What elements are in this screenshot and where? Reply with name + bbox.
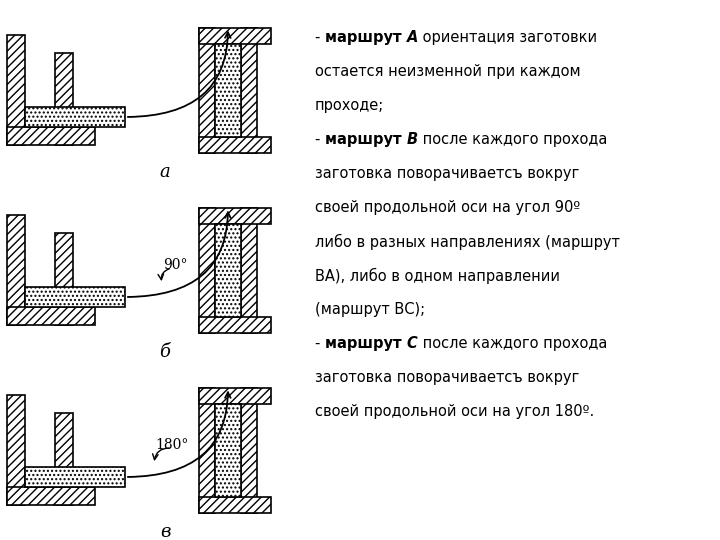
Bar bbox=[25, 467, 125, 487]
Text: С: С bbox=[407, 336, 418, 351]
Text: В: В bbox=[407, 132, 418, 147]
Text: а: а bbox=[160, 163, 171, 181]
Bar bbox=[241, 207, 257, 333]
Bar bbox=[199, 388, 215, 512]
Bar bbox=[215, 224, 241, 316]
Bar bbox=[199, 207, 215, 333]
Bar bbox=[199, 496, 271, 512]
Bar bbox=[7, 215, 25, 325]
Text: -: - bbox=[315, 132, 325, 147]
Text: своей продольной оси на угол 90º: своей продольной оси на угол 90º bbox=[315, 200, 580, 215]
Bar bbox=[241, 388, 257, 512]
Text: ВА), либо в одном направлении: ВА), либо в одном направлении bbox=[315, 268, 560, 284]
Text: 90°: 90° bbox=[163, 258, 187, 272]
Text: -: - bbox=[315, 336, 325, 351]
Bar bbox=[7, 307, 95, 325]
Bar bbox=[199, 28, 215, 152]
Text: заготовка поворачиваетсъ вокруг: заготовка поворачиваетсъ вокруг bbox=[315, 166, 580, 181]
Bar bbox=[215, 44, 241, 137]
Bar bbox=[7, 395, 25, 505]
Text: после каждого прохода: после каждого прохода bbox=[418, 132, 607, 147]
Bar bbox=[199, 388, 271, 403]
Bar bbox=[7, 487, 95, 505]
Text: своей продольной оси на угол 180º.: своей продольной оси на угол 180º. bbox=[315, 404, 594, 419]
Text: А: А bbox=[407, 30, 418, 45]
Text: либо в разных направлениях (маршрут: либо в разных направлениях (маршрут bbox=[315, 234, 620, 250]
Bar bbox=[199, 137, 271, 152]
Text: после каждого прохода: после каждого прохода bbox=[418, 336, 607, 351]
Text: маршрут: маршрут bbox=[325, 336, 407, 351]
Text: в: в bbox=[160, 523, 170, 540]
Text: (маршрут ВС);: (маршрут ВС); bbox=[315, 302, 425, 317]
Text: 180°: 180° bbox=[155, 438, 189, 452]
Text: остается неизменной при каждом: остается неизменной при каждом bbox=[315, 64, 580, 79]
Bar bbox=[199, 316, 271, 333]
Text: маршрут: маршрут bbox=[325, 132, 407, 147]
Text: б: б bbox=[160, 343, 171, 361]
Bar bbox=[7, 127, 95, 145]
Bar bbox=[25, 287, 125, 307]
Text: ориентация заготовки: ориентация заготовки bbox=[418, 30, 598, 45]
Bar bbox=[199, 207, 271, 224]
Bar bbox=[241, 28, 257, 152]
Bar bbox=[215, 403, 241, 496]
Bar bbox=[199, 28, 271, 44]
Text: заготовка поворачиваетсъ вокруг: заготовка поворачиваетсъ вокруг bbox=[315, 370, 580, 385]
Bar bbox=[55, 233, 73, 325]
Bar bbox=[7, 35, 25, 145]
Text: проходе;: проходе; bbox=[315, 98, 384, 113]
Text: -: - bbox=[315, 30, 325, 45]
Bar bbox=[55, 53, 73, 145]
Bar bbox=[55, 413, 73, 505]
Bar bbox=[25, 107, 125, 127]
Text: маршрут: маршрут bbox=[325, 30, 407, 45]
